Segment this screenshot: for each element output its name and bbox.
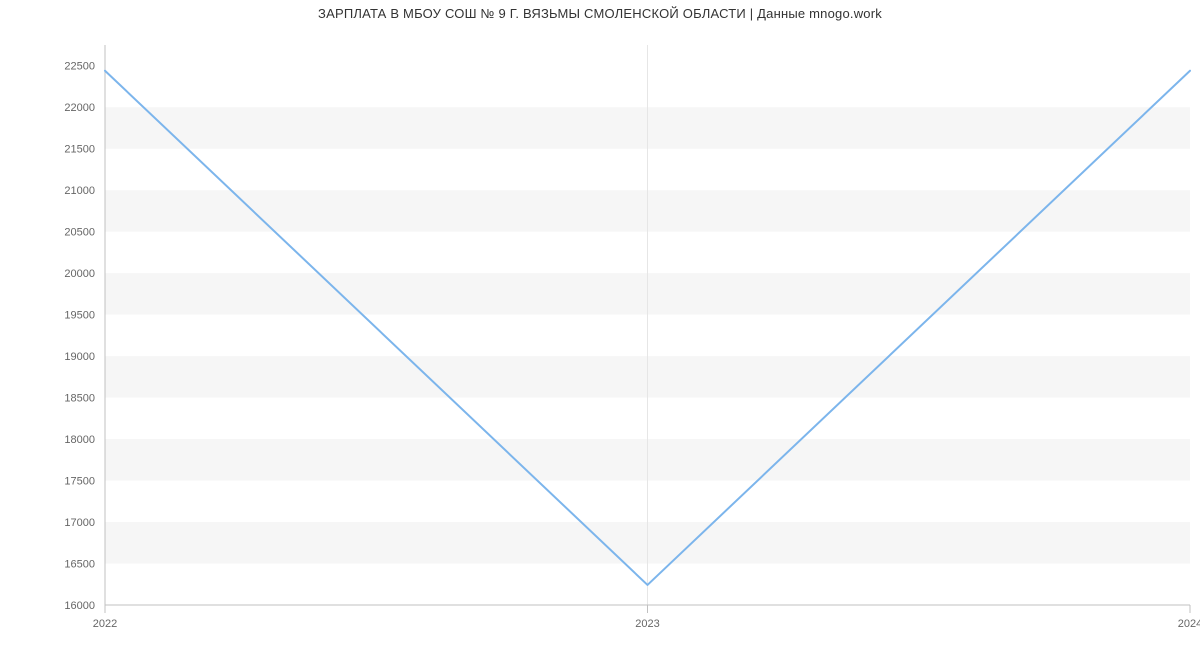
svg-text:21500: 21500 [64, 144, 95, 156]
svg-text:16000: 16000 [64, 600, 95, 612]
svg-text:17000: 17000 [64, 517, 95, 529]
svg-text:2023: 2023 [635, 618, 659, 630]
svg-text:22500: 22500 [64, 61, 95, 73]
svg-text:19000: 19000 [64, 351, 95, 363]
svg-text:22000: 22000 [64, 102, 95, 114]
svg-text:21000: 21000 [64, 185, 95, 197]
svg-text:20000: 20000 [64, 268, 95, 280]
svg-text:18500: 18500 [64, 393, 95, 405]
svg-text:2022: 2022 [93, 618, 117, 630]
svg-text:20500: 20500 [64, 227, 95, 239]
chart-svg: 16000 16500 17000 17500 18000 18500 19000 19500… [0, 0, 1200, 650]
svg-text:18000: 18000 [64, 434, 95, 446]
svg-text:19500: 19500 [64, 310, 95, 322]
chart-title: ЗАРПЛАТА В МБОУ СОШ № 9 Г. ВЯЗЬМЫ СМОЛЕН… [0, 6, 1200, 21]
svg-text:16500: 16500 [64, 559, 95, 571]
svg-text:2024: 2024 [1178, 618, 1200, 630]
salary-line-chart: ЗАРПЛАТА В МБОУ СОШ № 9 Г. ВЯЗЬМЫ СМОЛЕН… [0, 0, 1200, 650]
svg-text:17500: 17500 [64, 476, 95, 488]
